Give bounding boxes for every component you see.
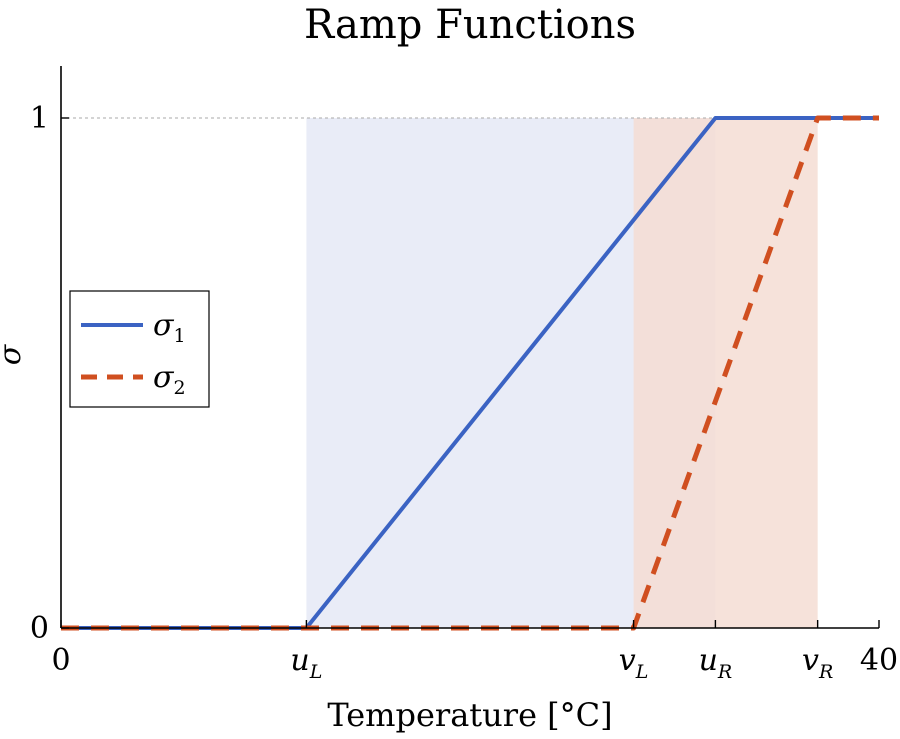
- x-tick-label: 40: [860, 643, 898, 678]
- x-tick-label: uR: [699, 643, 733, 683]
- legend: σ1 σ2: [69, 290, 210, 408]
- x-tick-label: vL: [619, 643, 649, 683]
- legend-box: [69, 290, 210, 408]
- x-tick-label: vR: [802, 643, 833, 683]
- y-tick-label: 0: [30, 611, 49, 646]
- chart-title: Ramp Functions: [304, 2, 636, 48]
- y-ticks: 01: [30, 101, 69, 646]
- x-axis-label: Temperature [°C]: [327, 696, 612, 734]
- x-ticks: 0 uL vL uR vR 40: [51, 620, 898, 683]
- x-tick-label: uL: [290, 643, 322, 683]
- x-tick-label: 0: [51, 643, 70, 678]
- y-tick-label: 1: [30, 101, 49, 136]
- shaded-regions: [306, 118, 818, 628]
- legend-label-sigma1: σ1: [153, 308, 186, 347]
- y-axis-label: σ: [0, 343, 28, 365]
- legend-label-sigma2: σ2: [153, 360, 186, 399]
